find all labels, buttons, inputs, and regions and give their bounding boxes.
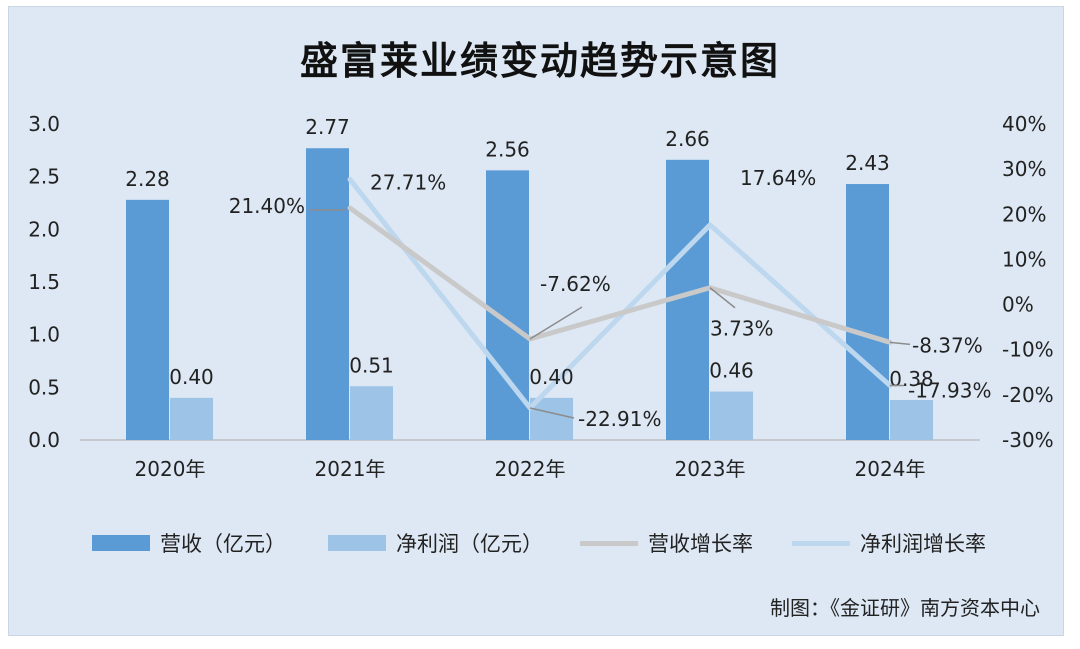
legend-item-revenue-growth: 营收增长率 xyxy=(580,528,753,558)
profit-growth-label-1: -22.91% xyxy=(578,407,661,431)
x-tick-1: 2021年 xyxy=(315,457,386,481)
profit-growth-label-3: -17.93% xyxy=(908,379,991,403)
right-axis-tick-4: 10% xyxy=(1002,247,1046,271)
net-profit-bar-0 xyxy=(170,397,213,440)
x-axis-ticks: 2020年 2021年 2022年 2023年 2024年 xyxy=(135,457,926,481)
revenue-growth-line xyxy=(347,205,893,345)
left-axis: 0.0 0.5 1.0 1.5 2.0 2.5 3.0 xyxy=(28,112,60,452)
data-labels: 2.28 2.77 2.56 2.66 2.43 0.40 0.51 0.40 0.46 0.38… xyxy=(125,115,991,431)
revenue-growth-leader-2 xyxy=(709,287,736,309)
right-axis-tick-0: -30% xyxy=(1002,428,1054,452)
revenue-growth-label-0: 21.40% xyxy=(229,194,305,218)
legend-swatch-revenue-growth xyxy=(580,540,638,546)
net-profit-bar-2 xyxy=(530,397,573,440)
bar-series xyxy=(126,148,933,440)
legend-label-revenue-growth: 营收增长率 xyxy=(648,532,753,556)
legend-label-net-profit: 净利润（亿元） xyxy=(396,532,543,556)
right-axis-tick-6: 30% xyxy=(1002,157,1046,181)
x-tick-2: 2022年 xyxy=(495,457,566,481)
source-note: 制图：《金证研》南方资本中心 xyxy=(770,596,1040,620)
net-profit-label-1: 0.51 xyxy=(349,353,394,377)
right-axis-tick-3: 0% xyxy=(1002,293,1034,317)
net-profit-label-0: 0.40 xyxy=(169,365,214,389)
revenue-label-1: 2.77 xyxy=(305,115,350,139)
net-profit-bar-4 xyxy=(890,399,933,440)
legend-item-profit-growth: 净利润增长率 xyxy=(792,528,986,558)
legend-swatch-net-profit xyxy=(328,535,386,551)
profit-growth-label-0: 27.71% xyxy=(370,170,446,194)
net-profit-bar-3 xyxy=(710,391,753,440)
right-axis-tick-1: -20% xyxy=(1002,383,1054,407)
revenue-label-0: 2.28 xyxy=(125,167,170,191)
right-axis-tick-7: 40% xyxy=(1002,112,1046,136)
legend-item-revenue: 营收（亿元） xyxy=(92,528,286,558)
revenue-growth-leader-3 xyxy=(889,341,911,346)
left-axis-tick-0: 0.0 xyxy=(28,428,60,452)
revenue-bar-4 xyxy=(846,184,889,440)
right-axis-tick-2: -10% xyxy=(1002,338,1054,362)
left-axis-tick-6: 3.0 xyxy=(28,112,60,136)
net-profit-label-3: 0.46 xyxy=(709,359,754,383)
revenue-bar-1 xyxy=(306,148,349,440)
left-axis-tick-2: 1.0 xyxy=(28,323,60,347)
x-tick-4: 2024年 xyxy=(855,457,926,481)
revenue-label-3: 2.66 xyxy=(665,127,710,151)
revenue-growth-label-1: -7.62% xyxy=(540,272,611,296)
left-axis-tick-1: 0.5 xyxy=(28,375,60,399)
revenue-label-2: 2.56 xyxy=(485,137,530,161)
right-axis-tick-5: 20% xyxy=(1002,202,1046,226)
right-axis: -30% -20% -10% 0% 10% 20% 30% 40% xyxy=(1002,112,1054,452)
net-profit-label-4: 0.38 xyxy=(889,367,934,391)
net-profit-growth-line xyxy=(347,176,893,411)
profit-growth-label-2: 17.64% xyxy=(740,166,816,190)
net-profit-label-2: 0.40 xyxy=(529,365,574,389)
revenue-bar-0 xyxy=(126,199,169,440)
left-axis-tick-5: 2.5 xyxy=(28,165,60,189)
chart-title: 盛富莱业绩变动趋势示意图 xyxy=(299,39,780,83)
x-tick-0: 2020年 xyxy=(135,457,206,481)
left-axis-tick-3: 1.5 xyxy=(28,270,60,294)
legend-item-net-profit: 净利润（亿元） xyxy=(328,528,543,558)
revenue-growth-label-3: -8.37% xyxy=(912,333,983,357)
revenue-growth-label-2: 3.73% xyxy=(710,317,774,341)
legend-label-revenue: 营收（亿元） xyxy=(160,532,286,556)
x-tick-3: 2023年 xyxy=(675,457,746,481)
profit-growth-leader-1 xyxy=(529,407,575,419)
legend-label-profit-growth: 净利润增长率 xyxy=(860,532,986,556)
legend-swatch-profit-growth xyxy=(792,540,850,546)
revenue-growth-leader-1 xyxy=(529,306,583,340)
net-profit-bar-1 xyxy=(350,386,393,440)
revenue-label-4: 2.43 xyxy=(845,151,890,175)
legend-swatch-revenue xyxy=(92,535,150,551)
line-series xyxy=(347,176,893,411)
left-axis-tick-4: 2.0 xyxy=(28,217,60,241)
